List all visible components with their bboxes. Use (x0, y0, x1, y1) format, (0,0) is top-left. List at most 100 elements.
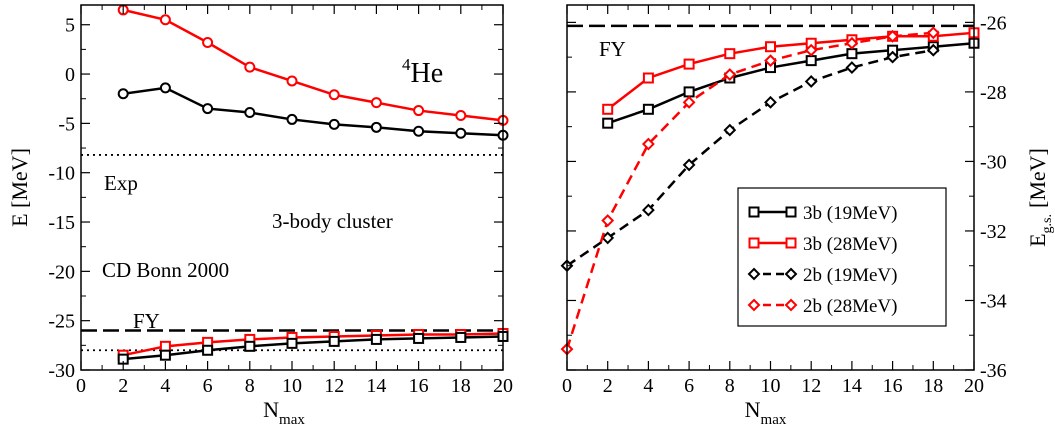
y-axis-label-sub: g.s. (1040, 214, 1055, 233)
data-point-right-2-5 (764, 95, 777, 109)
fy-label-right: FY (599, 37, 626, 61)
cluster-label: 3-body cluster (272, 209, 393, 233)
data-point-right-2-1 (601, 231, 615, 245)
x-tick-label: 20 (493, 375, 513, 397)
legend-marker-end-0 (785, 206, 797, 218)
y-tick-label: -32 (980, 221, 1007, 243)
data-point-left-0-1 (159, 14, 171, 26)
x-axis-label-main: N (745, 397, 761, 422)
y-tick-label: -25 (48, 311, 75, 333)
data-point-right-0-0 (602, 117, 614, 129)
legend-label-0: 3b (19MeV) (803, 203, 897, 224)
series-line-right-2 (566, 48, 934, 267)
data-point-left-1-4 (286, 113, 298, 125)
x-tick-label: 4 (160, 375, 170, 397)
x-axis-label-sub: max (279, 412, 305, 428)
data-point-right-2-6 (804, 75, 818, 88)
data-point-left-0-3 (244, 61, 256, 73)
y-tick-label: -26 (980, 12, 1007, 34)
potential-label: CD Bonn 2000 (102, 258, 229, 282)
y-tick-label: -28 (980, 82, 1007, 104)
y-axis-label-unit: [MeV] (1025, 148, 1050, 208)
x-tick-label: 8 (245, 375, 255, 397)
data-point-right-0-5 (805, 55, 817, 67)
x-tick-label: 2 (118, 375, 128, 397)
y-tick-label: -20 (48, 261, 75, 283)
exp-label: Exp (104, 171, 138, 195)
legend-label-2: 2b (19MeV) (803, 265, 897, 286)
legend-marker-end-2 (784, 267, 798, 281)
x-tick-label: 10 (282, 375, 302, 397)
x-tick-label: 0 (562, 375, 572, 397)
data-point-left-0-5 (328, 89, 340, 101)
data-point-right-2-9 (926, 43, 940, 57)
series-line-right-1 (606, 31, 975, 111)
nucleus-mass-number: 4 (402, 55, 411, 74)
data-point-right-2-8 (886, 50, 900, 64)
x-tick-label: 14 (842, 375, 862, 397)
x-tick-label: 20 (964, 375, 984, 397)
y-tick-label: -15 (48, 212, 75, 234)
series-line-left-1 (123, 86, 504, 137)
data-point-right-1-3 (724, 48, 736, 60)
data-point-right-3-1 (601, 214, 615, 227)
data-point-left-3-6 (370, 333, 382, 345)
x-axis-label-sub: max (761, 412, 787, 428)
data-point-right-3-8 (886, 29, 900, 43)
y-tick-label: -5 (58, 113, 75, 135)
y-tick-label: -30 (980, 151, 1007, 173)
x-tick-label: 18 (923, 375, 943, 397)
legend-marker-start-0 (748, 206, 760, 218)
y-tick-label: 5 (65, 15, 75, 37)
x-tick-label: 18 (451, 375, 471, 397)
nucleus-symbol: He (411, 58, 444, 89)
data-point-right-3-4 (723, 68, 737, 81)
y-axis-label: E [MeV] (7, 148, 32, 227)
series-line-left-2 (122, 332, 504, 357)
data-point-left-1-6 (370, 121, 382, 133)
x-tick-label: 4 (643, 375, 653, 397)
data-point-right-2-2 (641, 203, 655, 217)
data-point-left-0-6 (370, 97, 382, 109)
x-axis-label: Nmax (745, 397, 787, 428)
y-tick-label: -30 (48, 360, 75, 382)
y-tick-label: -36 (980, 360, 1007, 382)
data-point-left-3-2 (202, 344, 214, 356)
legend-label-3: 2b (28MeV) (803, 296, 897, 317)
data-point-right-1-4 (765, 41, 776, 53)
series-line-left-3 (123, 335, 504, 361)
data-point-left-1-1 (159, 82, 171, 94)
data-point-left-0-4 (286, 75, 298, 87)
data-point-right-2-3 (682, 158, 696, 172)
x-tick-label: 14 (366, 375, 386, 397)
data-point-right-3-3 (682, 95, 696, 109)
x-tick-label: 2 (603, 375, 613, 397)
data-point-left-1-7 (413, 125, 425, 137)
data-point-left-1-2 (202, 103, 214, 115)
data-point-right-3-9 (926, 26, 940, 40)
left-panel: 0 2 4 6 8 10 12 14 16 18 20 -30 -25 -20 -15 -10 -5 0 5 E [M… (7, 4, 513, 428)
data-point-left-0-8 (455, 109, 467, 121)
x-tick-label: 0 (76, 375, 86, 397)
data-point-left-2-1 (159, 340, 171, 352)
x-tick-label: 8 (725, 375, 735, 397)
nucleus-label: 4He (402, 55, 443, 89)
x-tick-label: 16 (409, 375, 429, 397)
legend-marker-start-3 (747, 298, 761, 312)
y-axis-label-main: E (1025, 233, 1050, 246)
series-line-right-0 (607, 41, 975, 125)
data-point-right-2-4 (723, 123, 737, 137)
x-tick-label: 12 (324, 375, 344, 397)
data-point-right-3-2 (641, 137, 655, 151)
legend-marker-end-1 (785, 237, 797, 249)
x-tick-label: 6 (203, 375, 213, 397)
fy-label-left: FY (133, 309, 160, 333)
data-point-right-0-2 (683, 86, 695, 98)
data-point-left-3-1 (159, 349, 171, 361)
data-point-right-1-0 (602, 103, 614, 115)
data-point-right-3-7 (845, 36, 859, 50)
x-tick-label: 10 (761, 375, 781, 397)
data-point-left-1-3 (244, 107, 256, 119)
y-axis-label-right: Eg.s. [MeV] (1025, 148, 1055, 247)
